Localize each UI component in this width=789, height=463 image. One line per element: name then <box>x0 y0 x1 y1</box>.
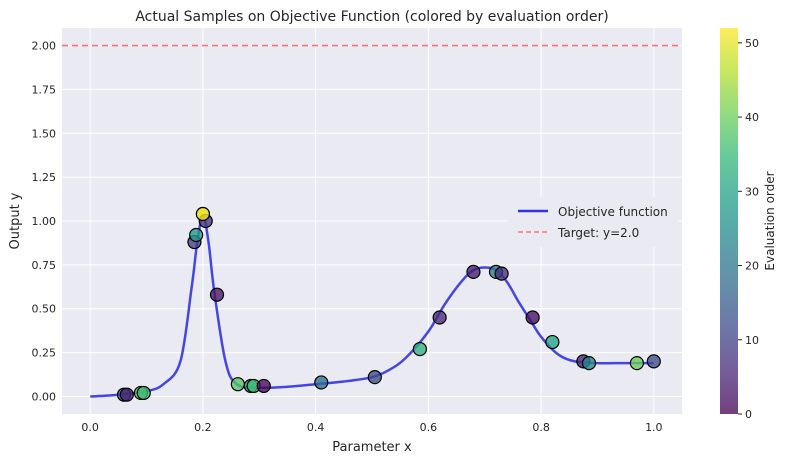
sample-point <box>230 377 245 392</box>
sample-point <box>209 287 225 302</box>
y-tick-label: 1.25 <box>32 171 57 184</box>
colorbar <box>720 28 738 414</box>
legend-label-objective-function: Objective function <box>558 205 668 219</box>
colorbar-tick-label: 10 <box>745 334 759 347</box>
y-tick-label: 1.75 <box>32 83 57 96</box>
colorbar-tick-label: 20 <box>745 260 759 273</box>
x-tick-label: 1.0 <box>645 421 663 434</box>
y-tick-label: 2.00 <box>32 40 57 53</box>
colorbar-label: Evaluation order <box>763 171 777 270</box>
sample-point <box>367 370 382 385</box>
y-tick-label: 1.50 <box>32 127 57 140</box>
sample-point <box>195 206 211 222</box>
y-tick-label: 0.25 <box>32 347 57 360</box>
y-tick-label: 1.00 <box>32 215 57 228</box>
sample-point <box>545 334 560 350</box>
sample-points-layer <box>116 206 661 402</box>
sample-point <box>119 387 134 402</box>
x-axis-label: Parameter x <box>332 440 412 455</box>
colorbar-tick-label: 50 <box>745 37 759 50</box>
y-tick-labels: 0.00 0.25 0.50 0.75 1.00 1.25 1.50 1.75 2.00 <box>32 40 57 404</box>
sample-point <box>466 264 481 279</box>
x-tick-label: 0.6 <box>420 421 438 434</box>
x-tick-label: 0.2 <box>194 421 212 434</box>
sample-point <box>525 310 540 325</box>
colorbar-tick-label: 0 <box>745 408 752 421</box>
sample-point <box>189 227 204 243</box>
x-tick-label: 0.8 <box>532 421 550 434</box>
sample-point <box>629 356 645 371</box>
colorbar-tick-labels: 0 10 20 30 40 50 <box>738 37 759 421</box>
sample-point <box>432 310 447 325</box>
sample-point <box>646 354 661 369</box>
legend-box <box>508 197 678 247</box>
sample-point <box>136 385 151 401</box>
y-tick-label: 0.00 <box>32 390 57 403</box>
sample-point <box>256 378 271 394</box>
y-axis-label: Output y <box>8 192 23 249</box>
sample-point <box>494 266 509 281</box>
legend: Objective function Target: y=2.0 <box>508 197 678 247</box>
colorbar-tick-label: 40 <box>745 111 759 124</box>
sample-point <box>412 341 428 357</box>
chart-title: Actual Samples on Objective Function (co… <box>135 9 608 25</box>
sample-point <box>581 356 597 371</box>
y-tick-label: 0.50 <box>32 303 57 316</box>
x-tick-label: 0.4 <box>307 421 325 434</box>
sample-point <box>314 375 329 390</box>
x-tick-label: 0.0 <box>81 421 99 434</box>
legend-label-target: Target: y=2.0 <box>557 226 639 240</box>
x-tick-labels: 0.0 0.2 0.4 0.6 0.8 1.0 <box>81 421 662 434</box>
colorbar-tick-label: 30 <box>745 185 759 198</box>
y-tick-label: 0.75 <box>32 259 57 272</box>
